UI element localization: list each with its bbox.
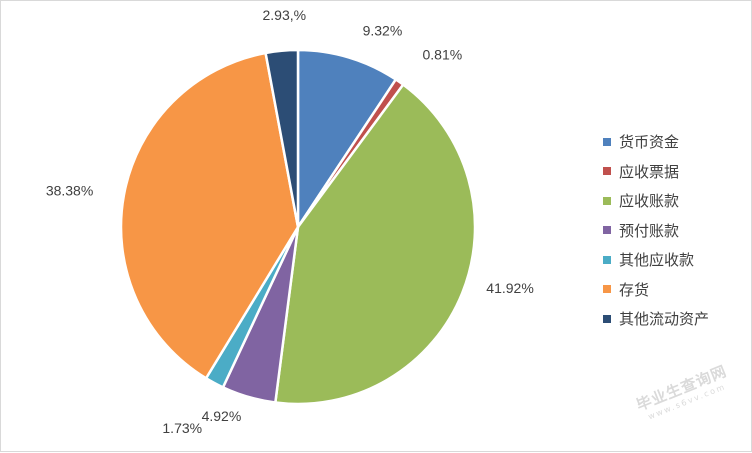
legend-item-2: 应收票据 [603, 157, 709, 187]
legend-label: 存货 [619, 280, 650, 299]
pie-slice-7 [264, 48, 300, 229]
data-label-4: 4.92% [202, 408, 242, 424]
legend-swatch [603, 314, 611, 323]
legend-swatch [603, 255, 611, 264]
legend-label: 其他流动资产 [619, 310, 710, 329]
legend-swatch [603, 226, 611, 235]
pie-slices [119, 48, 477, 406]
pie-slice-1 [296, 48, 398, 229]
legend-label: 货币资金 [619, 133, 680, 152]
data-label-7: 2.93,% [263, 7, 307, 23]
data-label-1: 9.32% [363, 23, 403, 39]
chart-legend: 货币资金应收票据应收账款预付账款其他应收款存货其他流动资产 [603, 127, 709, 334]
data-label-2: 0.81% [423, 47, 463, 63]
legend-swatch [603, 137, 611, 146]
legend-item-1: 货币资金 [603, 127, 709, 157]
data-label-3: 41.92% [486, 280, 533, 296]
data-label-5: 1.73% [162, 420, 202, 436]
legend-swatch [603, 285, 611, 294]
pie-data-labels: 9.32% 0.81% 41.92% 4.92%1.73% 38.38% 2.93,% [46, 7, 534, 436]
legend-label: 预付账款 [619, 221, 680, 240]
legend-swatch [603, 167, 611, 176]
data-label-6: 38.38% [46, 182, 93, 198]
legend-item-4: 预付账款 [603, 216, 709, 246]
legend-label: 应收账款 [619, 192, 680, 211]
legend-swatch [603, 196, 611, 205]
legend-label: 其他应收款 [619, 251, 695, 270]
legend-label: 应收票据 [619, 162, 680, 181]
legend-item-3: 应收账款 [603, 186, 709, 216]
legend-item-7: 其他流动资产 [603, 304, 709, 334]
legend-item-6: 存货 [603, 275, 709, 305]
legend-item-5: 其他应收款 [603, 245, 709, 275]
pie-slice-3 [274, 83, 477, 406]
pie-slice-6 [119, 51, 300, 380]
